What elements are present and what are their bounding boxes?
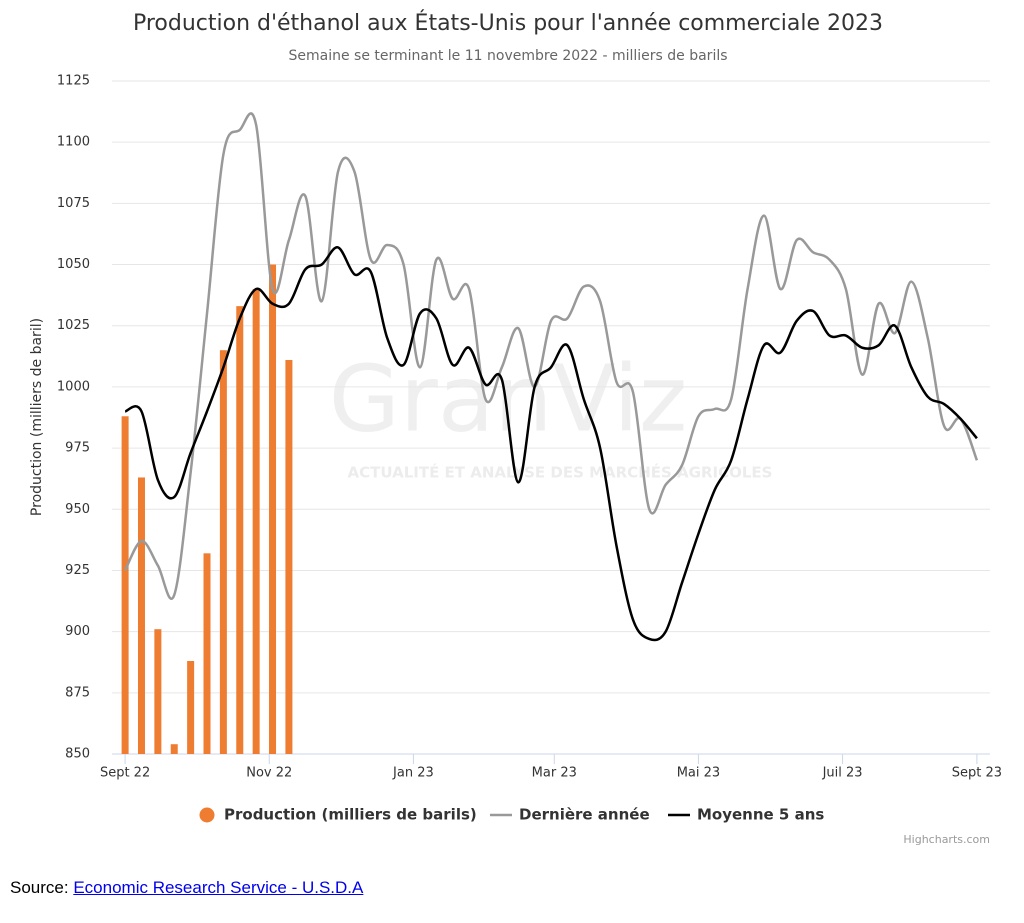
source: Source: Economic Research Service - U.S.… xyxy=(10,878,363,898)
watermark-subtitle: ACTUALITÉ ET ANALYSE DES MARCHÉS AGRICOL… xyxy=(348,463,773,482)
y-tick-label: 1075 xyxy=(57,196,90,211)
x-tick-label: Mai 23 xyxy=(677,766,720,781)
y-tick-label: 950 xyxy=(65,502,90,517)
y-tick-label: 1025 xyxy=(57,318,90,333)
x-tick-label: Nov 22 xyxy=(246,766,292,781)
source-link[interactable]: Economic Research Service - U.S.D.A xyxy=(73,878,364,897)
bar xyxy=(170,744,178,754)
source-label: Source: xyxy=(10,878,69,897)
y-tick-label: 1000 xyxy=(57,379,90,394)
x-tick-label: Sept 23 xyxy=(952,766,1002,781)
y-tick-label: 1125 xyxy=(57,74,90,89)
legend-label: Production (milliers de barils) xyxy=(224,806,477,824)
bar xyxy=(269,264,277,754)
bar xyxy=(252,289,260,754)
legend-symbol xyxy=(199,807,215,823)
bar xyxy=(236,306,244,754)
bar xyxy=(285,359,293,754)
line xyxy=(124,246,978,642)
chart-title: Production d'éthanol aux États-Unis pour… xyxy=(133,10,883,36)
legend-label: Dernière année xyxy=(519,806,650,824)
x-tick-label: Juil 23 xyxy=(822,766,863,781)
legend-label: Moyenne 5 ans xyxy=(697,806,824,824)
y-tick-label: 1100 xyxy=(57,135,90,150)
bar xyxy=(203,553,211,754)
watermark: GranViz xyxy=(329,345,688,452)
bar xyxy=(154,629,162,754)
y-tick-label: 1050 xyxy=(57,257,90,272)
y-tick-label: 875 xyxy=(65,685,90,700)
bar xyxy=(121,416,129,754)
y-tick-label: 850 xyxy=(65,747,90,762)
x-tick-label: Jan 23 xyxy=(392,766,434,781)
y-axis-title: Production (milliers de baril) xyxy=(29,318,45,516)
x-tick-label: Mar 23 xyxy=(532,766,577,781)
bar xyxy=(137,477,145,754)
credits: Highcharts.com xyxy=(903,833,990,846)
y-tick-label: 975 xyxy=(65,441,90,456)
chart-subtitle: Semaine se terminant le 11 novembre 2022… xyxy=(288,48,727,64)
bar xyxy=(187,661,195,754)
x-tick-label: Sept 22 xyxy=(100,766,150,781)
y-tick-label: 925 xyxy=(65,563,90,578)
y-tick-label: 900 xyxy=(65,624,90,639)
chart: Production d'éthanol aux États-Unis pour… xyxy=(29,10,1002,846)
bar xyxy=(219,350,227,754)
